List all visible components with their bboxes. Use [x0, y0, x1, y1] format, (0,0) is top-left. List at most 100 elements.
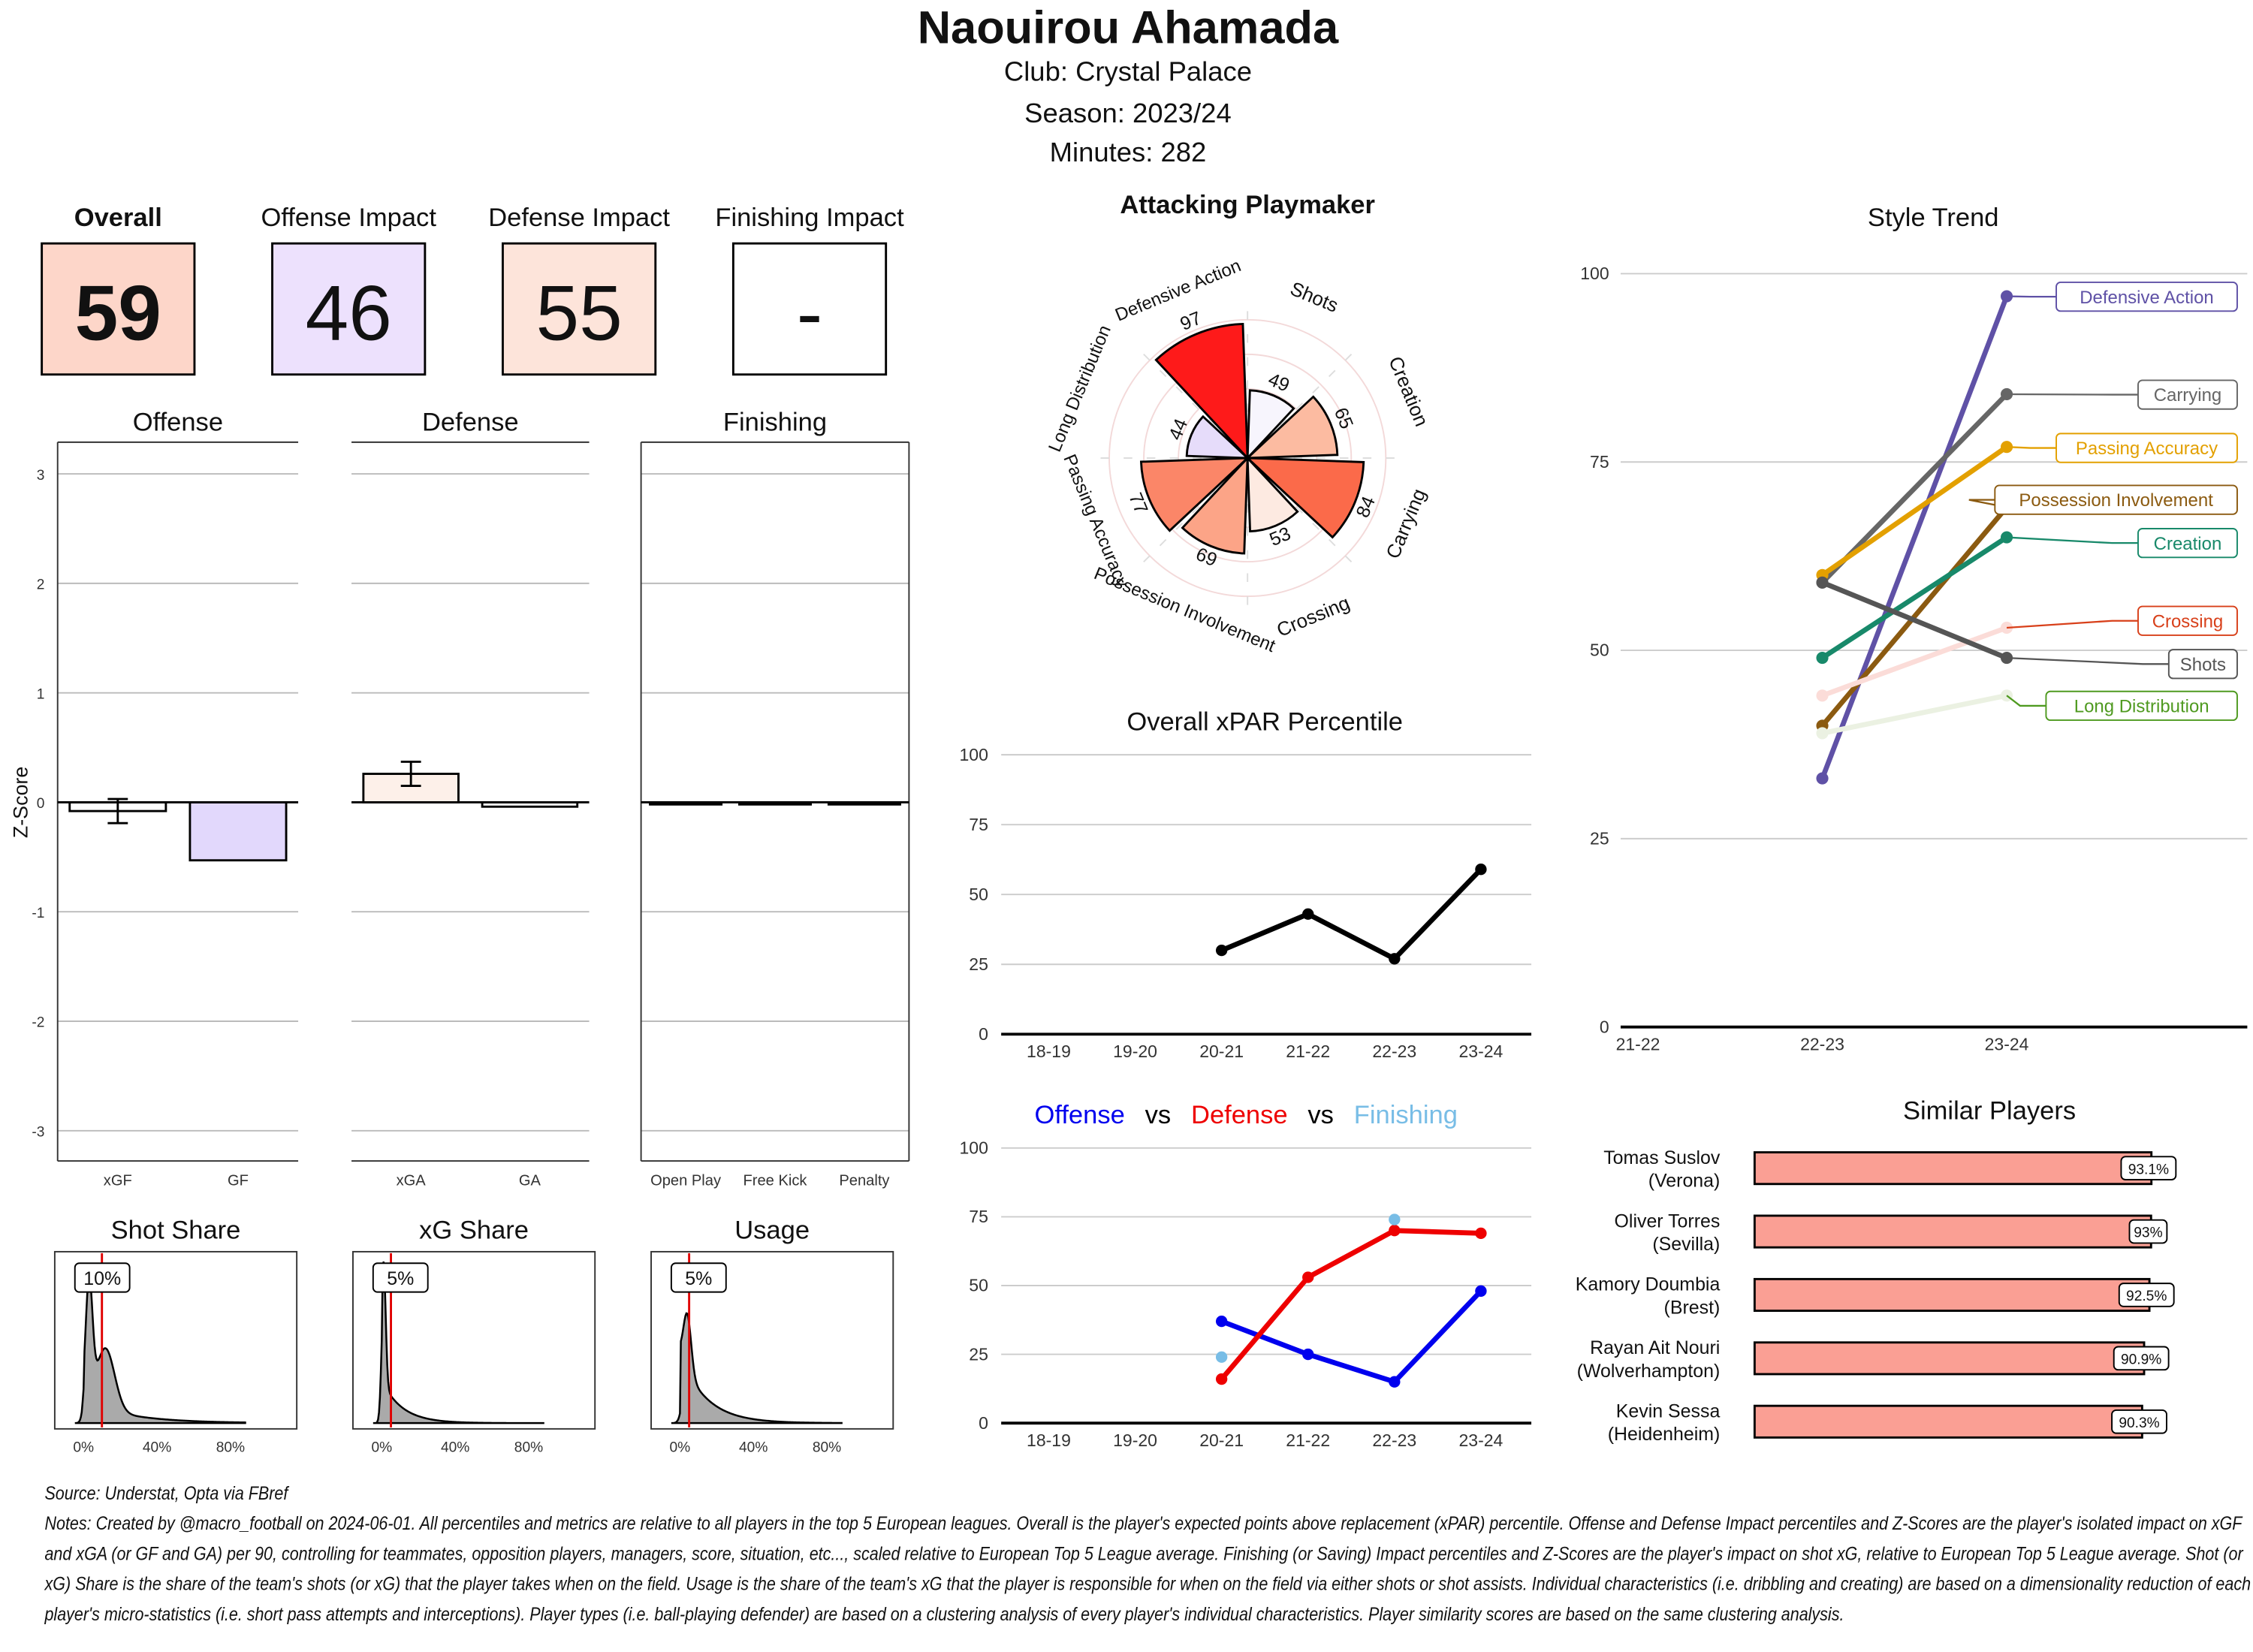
y-tick-label: 50: [1590, 641, 1609, 660]
similarity-bar: [1753, 1214, 2152, 1249]
impact-label: Offense Impact: [261, 203, 436, 232]
y-tick-label: 0: [979, 1024, 988, 1044]
data-point: [1475, 864, 1487, 876]
data-point: [2000, 387, 2013, 401]
style-trend-chart: 0 25 50 75 100 21-22 22-23 23-24 Defensive Actio…: [1580, 264, 2248, 1054]
zscore-panel-finishing: Finishing Open Play Free Kick Penalty: [640, 408, 910, 1189]
data-point: [1816, 727, 1829, 740]
similarity-label: 93%: [2134, 1225, 2162, 1241]
x-tick-label: 22-23: [1800, 1034, 1844, 1054]
similarity-label-box: [2128, 1219, 2168, 1244]
series-label-box: [2137, 528, 2238, 559]
data-point: [1816, 689, 1829, 702]
x-tick-label: 19-20: [1113, 1430, 1157, 1450]
y-tick-label: 100: [960, 1138, 988, 1157]
panel-title: Defense: [422, 408, 519, 437]
impact-label: Defense Impact: [488, 203, 670, 232]
ovd-title-offense: Offense: [1035, 1101, 1125, 1129]
series-label-box: [2137, 379, 2238, 410]
share-panel: xG Share 5% 0% 40% 80%: [351, 1216, 596, 1456]
minutes-label: Minutes: 282: [1050, 137, 1207, 167]
radar-bar: [1244, 457, 1365, 539]
notes-text: Notes: Created by @macro_football on 202…: [44, 1512, 2251, 1625]
x-tick-label: 20-21: [1199, 1430, 1244, 1450]
x-tick-label: 40%: [739, 1440, 768, 1456]
series-line: [1220, 1289, 1483, 1385]
player-club: (Sevilla): [1652, 1234, 1720, 1255]
x-tick-label: Free Kick: [743, 1173, 807, 1189]
y-axis-label: Z-Score: [9, 767, 32, 838]
data-point: [1215, 1351, 1228, 1363]
data-point: [1475, 1285, 1487, 1297]
value-label: 5%: [685, 1268, 712, 1289]
impact-label: Finishing Impact: [715, 203, 904, 232]
y-tick-label: 75: [1590, 452, 1609, 472]
similarity-bar: [1753, 1277, 2151, 1313]
data-point: [1475, 1227, 1487, 1240]
radar-bar: [1246, 389, 1295, 461]
density-curve: [74, 1271, 246, 1424]
series-label-box: [2137, 605, 2238, 636]
player-club: (Wolverhampton): [1577, 1361, 1721, 1382]
impact-box: [731, 242, 888, 376]
y-tick-label: 25: [969, 1344, 988, 1364]
x-tick-label: 0%: [73, 1440, 94, 1456]
label-leader: [2006, 536, 2138, 544]
radar-bar: [1244, 395, 1339, 460]
y-tick-label: 75: [969, 815, 988, 834]
data-point: [1215, 944, 1228, 957]
ovd-title-vs1: vs: [1145, 1101, 1172, 1129]
radar-bar: [1154, 322, 1249, 461]
y-tick-label: 25: [969, 954, 988, 974]
radar-category-label: Carrying: [1383, 486, 1430, 562]
player-name: Tomas Suslov: [1603, 1147, 1721, 1168]
x-tick-label: 40%: [143, 1440, 171, 1456]
series-label-box: [2055, 433, 2238, 463]
player-name: Naouirou Ahamada: [918, 2, 1339, 54]
data-point: [1215, 1373, 1228, 1385]
error-bar: [400, 761, 421, 788]
x-tick-label: GA: [519, 1173, 541, 1189]
value-label-box: [372, 1262, 429, 1293]
impact-box: [271, 242, 427, 376]
player-name: Kevin Sessa: [1616, 1401, 1721, 1422]
similar-player-row: Kevin Sessa(Heidenheim) 90.3%: [1608, 1401, 2167, 1445]
x-tick-label: 23-24: [1458, 1430, 1503, 1450]
panel-title: Usage: [734, 1216, 810, 1245]
x-tick-label: GF: [228, 1173, 249, 1189]
similar-player-row: Tomas Suslov (Verona) 93.1%: [1603, 1147, 2177, 1192]
label-leader: [2007, 393, 2138, 396]
ovd-title-defense: Defense: [1191, 1101, 1288, 1129]
impact-value: 59: [75, 270, 161, 357]
series-label-box: [2045, 690, 2238, 722]
player-name: Rayan Ait Nouri: [1590, 1337, 1720, 1358]
series-label-box: [2167, 649, 2238, 680]
x-tick-label: 0%: [670, 1440, 691, 1456]
xpar-title: Overall xPAR Percentile: [1126, 708, 1403, 737]
series-label: Passing Accuracy: [2076, 439, 2218, 459]
player-club: (Heidenheim): [1608, 1424, 1721, 1445]
x-tick-label: Open Play: [650, 1173, 722, 1189]
series-line: [1820, 505, 2009, 728]
x-tick-label: 18-19: [1027, 1430, 1071, 1450]
y-tick-label: -1: [32, 906, 44, 921]
impact-value: -: [797, 270, 823, 357]
series-label-box: [1994, 484, 2238, 515]
series-line: [1821, 692, 2007, 736]
value-label-box: [670, 1262, 727, 1293]
x-tick-label: xGA: [397, 1173, 427, 1189]
ovd-chart: 0 25 50 75 100 18-19 19-20 20-21 21-22 22-23 23-24: [960, 1138, 1532, 1450]
data-point: [1389, 953, 1401, 965]
value-label: 10%: [83, 1268, 121, 1289]
panel-title: Shot Share: [111, 1216, 241, 1245]
similarity-label-box: [2113, 1346, 2170, 1371]
zscore-bar: [189, 800, 288, 862]
impact-box: [41, 242, 196, 376]
y-tick-label: 100: [960, 745, 988, 764]
data-point: [1302, 1271, 1314, 1283]
x-tick-label: 18-19: [1027, 1042, 1071, 1061]
x-tick-label: 19-20: [1113, 1042, 1157, 1061]
y-tick-label: 1: [37, 686, 45, 702]
